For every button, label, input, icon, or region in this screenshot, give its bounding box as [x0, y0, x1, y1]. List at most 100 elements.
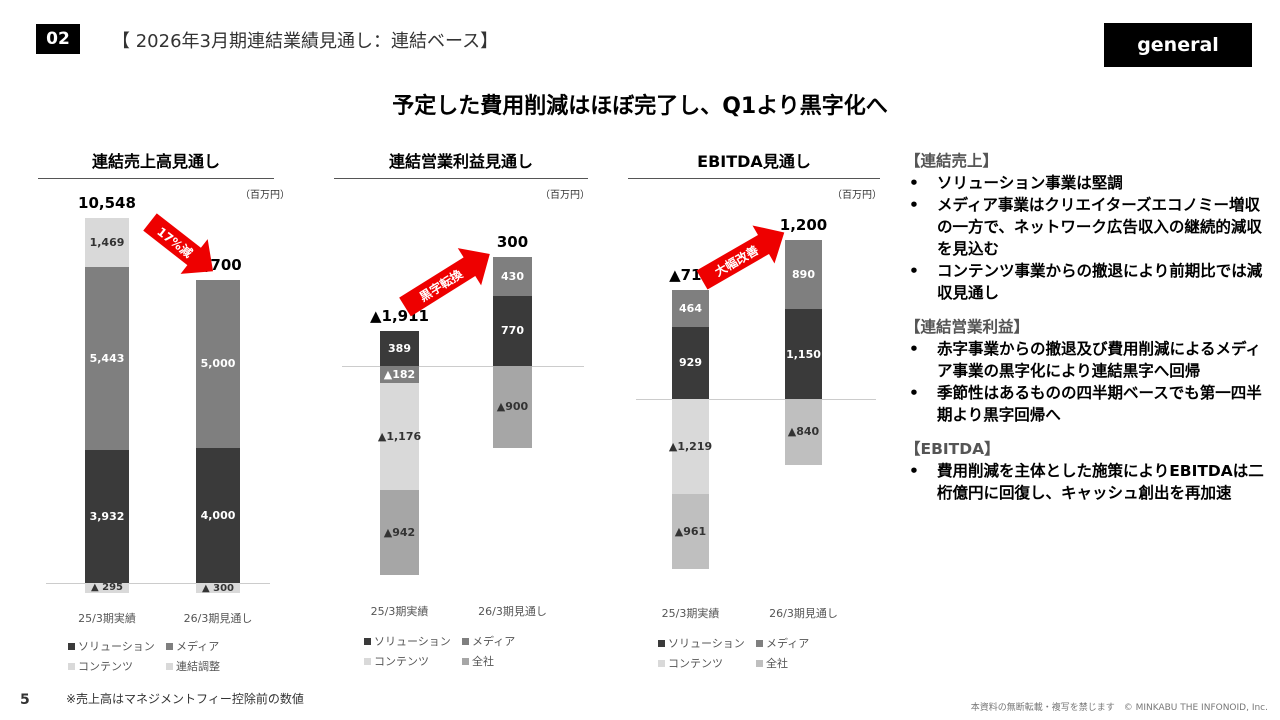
unit-label: （百万円）: [832, 190, 882, 201]
note-bullet: • 費用削減を主体とした施策によりEBITDAは二桁億円に回復し、キャッシュ創出を…: [905, 460, 1265, 504]
legend-label: コンテンツ: [668, 657, 723, 670]
legend-label: ソリューション: [78, 640, 155, 653]
bullet-dot: •: [909, 384, 919, 402]
note-bullet: • ソリューション事業は堅調: [905, 172, 1265, 194]
legend-swatch: [364, 658, 371, 665]
x-axis-label: 26/3期見通し: [769, 607, 838, 620]
legend-swatch: [462, 638, 469, 645]
bar-total: 1,200: [779, 215, 828, 234]
bullet-dot: •: [909, 262, 919, 280]
bar-segment-media: 464: [672, 290, 709, 327]
brand-logo: general: [1104, 23, 1252, 67]
legend-label: メディア: [766, 637, 810, 650]
note-heading: 【EBITDA】: [905, 440, 1000, 458]
note-text: 費用削減を主体とした施策によりEBITDAは二桁億円に回復し、キャッシュ創出を再…: [937, 462, 1264, 502]
legend-label: 全社: [472, 655, 494, 668]
bullet-dot: •: [909, 196, 919, 214]
bar-segment-contents: 1,469: [85, 217, 129, 268]
legend-label: メディア: [176, 640, 220, 653]
footnote: ※売上高はマネジメントフィー控除前の数値: [66, 692, 304, 706]
note-text: コンテンツ事業からの撤退により前期比では減収見通し: [937, 262, 1263, 302]
bar-segment-corporate_ebitda: ▲961: [672, 494, 709, 570]
legend-swatch: [462, 658, 469, 665]
chart-title: 連結売上高見通し: [38, 148, 274, 179]
legend-item: コンテンツ: [68, 658, 133, 674]
legend-swatch: [658, 660, 665, 667]
bar-segment-corporate_ebitda: ▲840: [785, 399, 822, 465]
copyright: 本資料の無断転載・複写を禁じます © MINKABU THE INFONOID,…: [970, 703, 1268, 713]
note-text: 赤字事業からの撤退及び費用削減によるメディア事業の黒字化により連結黒字へ回帰: [937, 340, 1261, 380]
bullet-dot: •: [909, 340, 919, 358]
bar-segment-solution: 4,000: [196, 448, 240, 583]
bar-segment-solution: 929: [672, 326, 709, 399]
legend-item: メディア: [756, 635, 809, 651]
legend-label: 全社: [766, 657, 788, 670]
x-axis-label: 25/3期実績: [78, 612, 136, 625]
note-bullet: • 季節性はあるものの四半期ベースでも第一四半期より黒字回帰へ: [905, 382, 1265, 426]
legend-label: コンテンツ: [374, 655, 429, 668]
legend-label: ソリューション: [374, 635, 451, 648]
bar-total: 10,548: [78, 193, 136, 212]
chart-title: EBITDA見通し: [628, 148, 880, 179]
note-text: メディア事業はクリエイターズエコノミー増収の一方で、ネットワーク広告収入の継続的…: [937, 196, 1262, 258]
note-bullet: • 赤字事業からの撤退及び費用削減によるメディア事業の黒字化により連結黒字へ回帰: [905, 338, 1265, 382]
bar-segment-media: 5,000: [196, 279, 240, 449]
note-text: ソリューション事業は堅調: [937, 174, 1123, 192]
section-title: 【 2026年3月期連結業績見通し：連結ベース】: [112, 31, 499, 52]
legend-item: 全社: [462, 653, 494, 669]
bar-segment-solution: 3,932: [85, 450, 129, 583]
red-arrow-icon: 17%減: [143, 213, 214, 274]
bar-segment-corporate_op: ▲942: [380, 489, 419, 576]
bar-segment-solution: 770: [493, 295, 532, 366]
legend-item: メディア: [462, 633, 515, 649]
note-bullet: • コンテンツ事業からの撤退により前期比では減収見通し: [905, 260, 1265, 304]
chart-title: 連結営業利益見通し: [334, 148, 588, 179]
legend-item: コンテンツ: [658, 655, 723, 671]
legend-item: ソリューション: [68, 638, 155, 654]
legend-item: メディア: [166, 638, 219, 654]
bullet-dot: •: [909, 462, 919, 480]
legend-label: コンテンツ: [78, 660, 133, 673]
bar-segment-media: 5,443: [85, 267, 129, 451]
legend-item: 連結調整: [166, 658, 220, 674]
legend-item: ソリューション: [364, 633, 451, 649]
legend-swatch: [68, 663, 75, 670]
bar-segment-corporate_op: ▲900: [493, 366, 532, 448]
zero-line: [46, 583, 270, 584]
x-axis-label: 25/3期実績: [661, 607, 720, 620]
bar-segment-contents: ▲1,219: [669, 399, 712, 495]
zero-line: [342, 366, 584, 367]
legend-swatch: [756, 660, 763, 667]
note-heading: 【連結営業利益】: [905, 318, 1030, 336]
note-heading: 【連結売上】: [905, 152, 999, 170]
bar-segment-media: 430: [493, 256, 532, 296]
x-axis-label: 26/3期見通し: [183, 612, 253, 625]
section-number: 02: [36, 24, 80, 54]
unit-label: （百万円）: [240, 190, 290, 201]
bar-segment-adjust: ▲ 295: [85, 582, 129, 593]
legend-label: メディア: [472, 635, 516, 648]
legend-label: 連結調整: [176, 660, 220, 673]
legend-swatch: [166, 643, 173, 650]
legend-swatch: [166, 663, 173, 670]
x-axis-label: 26/3期見通し: [478, 605, 547, 618]
bar-segment-media: ▲182: [380, 366, 419, 383]
page-headline: 予定した費用削減はほぼ完了し、Q1より黒字化へ: [392, 94, 888, 119]
legend-item: コンテンツ: [364, 653, 429, 669]
bar-segment-solution: 1,150: [785, 309, 822, 399]
legend-swatch: [364, 638, 371, 645]
legend-swatch: [658, 640, 665, 647]
legend-item: ソリューション: [658, 635, 745, 651]
bullet-dot: •: [909, 174, 919, 192]
page-number: 5: [20, 692, 30, 708]
legend-item: 全社: [756, 655, 788, 671]
bar-segment-contents: ▲1,176: [378, 382, 421, 490]
unit-label: （百万円）: [540, 190, 590, 201]
legend-swatch: [756, 640, 763, 647]
legend-swatch: [68, 643, 75, 650]
bar-segment-solution: 389: [380, 330, 419, 366]
bar-segment-adjust: ▲ 300: [196, 583, 240, 594]
zero-line: [636, 399, 876, 400]
note-bullet: • メディア事業はクリエイターズエコノミー増収の一方で、ネットワーク広告収入の継続…: [905, 194, 1265, 260]
red-arrow-icon: 黒字転換: [399, 248, 490, 317]
